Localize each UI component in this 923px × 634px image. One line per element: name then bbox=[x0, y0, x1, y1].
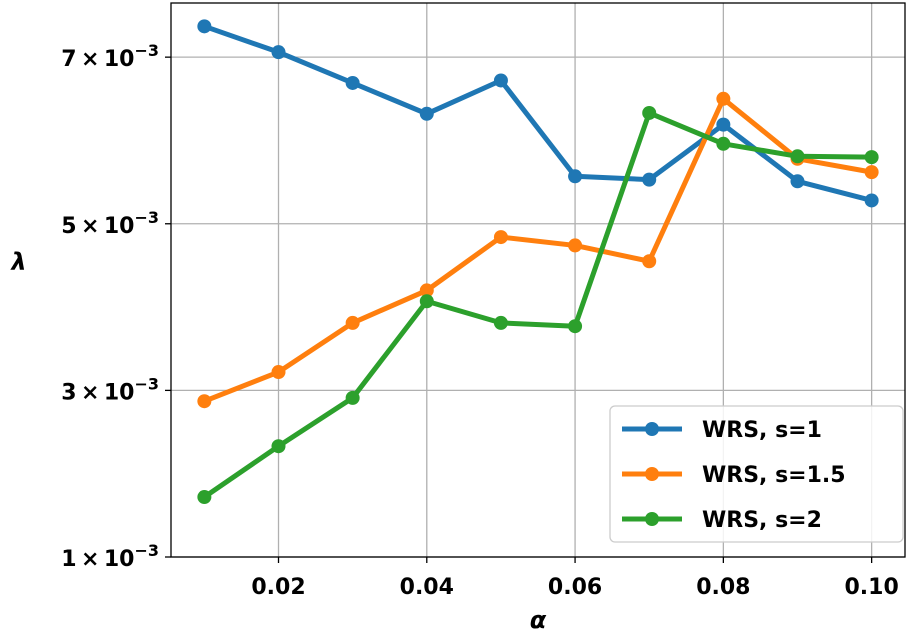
data-point bbox=[419, 106, 434, 121]
data-point bbox=[568, 169, 583, 184]
data-point bbox=[419, 283, 434, 298]
data-point bbox=[568, 319, 583, 334]
legend-box bbox=[609, 405, 904, 543]
legend: WRS, s=1 WRS, s=1.5 WRS, s=2 bbox=[609, 405, 904, 543]
data-point bbox=[493, 230, 508, 245]
x-tick-label: 0.10 bbox=[844, 575, 898, 600]
plot-frame bbox=[170, 2, 906, 558]
legend-label: WRS, s=1 bbox=[702, 418, 822, 443]
y-tick-label: 1 × 10−3 bbox=[61, 541, 159, 572]
series-line bbox=[201, 110, 875, 500]
legend-label: WRS, s=1.5 bbox=[702, 463, 846, 488]
series-layer bbox=[197, 19, 879, 505]
data-point bbox=[345, 390, 360, 405]
legend-item: WRS, s=2 bbox=[622, 508, 822, 533]
data-point bbox=[716, 117, 731, 132]
data-point bbox=[271, 365, 286, 380]
x-tick-label: 0.02 bbox=[251, 575, 305, 600]
data-point bbox=[345, 315, 360, 330]
series-3 bbox=[197, 105, 879, 505]
data-point bbox=[197, 490, 212, 505]
x-tick-label: 0.06 bbox=[548, 575, 602, 600]
y-axis-label: λ bbox=[9, 248, 26, 276]
y-tick-label: 5 × 10−3 bbox=[61, 208, 159, 239]
y-tick-label: 3 × 10−3 bbox=[61, 374, 159, 405]
data-point bbox=[716, 136, 731, 151]
data-point bbox=[197, 394, 212, 409]
data-point bbox=[864, 165, 879, 180]
data-point bbox=[271, 439, 286, 454]
data-point bbox=[790, 149, 805, 164]
data-point bbox=[716, 91, 731, 106]
legend-item: WRS, s=1.5 bbox=[622, 463, 846, 488]
data-point bbox=[271, 45, 286, 60]
series-line bbox=[201, 96, 875, 404]
data-point bbox=[642, 105, 657, 120]
series-line bbox=[201, 23, 875, 203]
data-point bbox=[345, 75, 360, 90]
y-tick-label: 7 × 10−3 bbox=[61, 41, 159, 72]
data-point bbox=[864, 150, 879, 165]
data-point bbox=[419, 294, 434, 309]
series-1 bbox=[197, 19, 879, 208]
data-point bbox=[642, 172, 657, 187]
data-point bbox=[790, 174, 805, 189]
legend-item: WRS, s=1 bbox=[622, 418, 822, 443]
data-point bbox=[642, 254, 657, 269]
legend-marker bbox=[645, 512, 659, 526]
x-tick-label: 0.08 bbox=[696, 575, 750, 600]
x-axis-ticks: 0.02 0.04 0.06 0.08 0.10 bbox=[251, 557, 899, 600]
data-point bbox=[568, 238, 583, 253]
legend-marker bbox=[645, 467, 659, 481]
x-axis-label: α bbox=[530, 606, 547, 634]
x-tick-label: 0.04 bbox=[400, 575, 454, 600]
data-point bbox=[197, 19, 212, 34]
data-point bbox=[864, 193, 879, 208]
legend-label: WRS, s=2 bbox=[702, 508, 822, 533]
data-point bbox=[493, 315, 508, 330]
y-axis-ticks: 1 × 10−3 3 × 10−3 5 × 10−3 7 × 10−3 bbox=[61, 41, 171, 572]
series-2 bbox=[197, 91, 879, 409]
legend-marker bbox=[645, 422, 659, 436]
data-point bbox=[493, 73, 508, 88]
